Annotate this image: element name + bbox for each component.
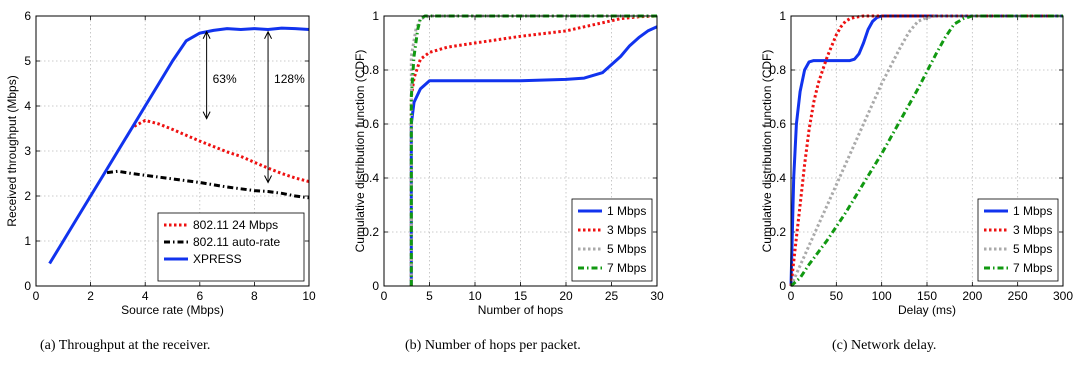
y-axis-label: Cumulative distribution function (CDF) (760, 50, 774, 253)
x-tick-label: 25 (605, 289, 619, 303)
legend-label-3: XPRESS (193, 252, 242, 266)
series-line-1 (789, 14, 1063, 287)
y-tick-label: 0 (372, 279, 379, 293)
arrowhead-up (202, 30, 211, 39)
x-tick-label: 200 (962, 289, 982, 303)
legend-label-3: 5 Mbps (1013, 242, 1052, 256)
x-tick-label: 20 (559, 289, 573, 303)
x-tick-label: 0 (33, 289, 40, 303)
x-tick-label: 5 (426, 289, 433, 303)
y-tick-label: 0.8 (362, 63, 379, 77)
x-tick-label: 250 (1008, 289, 1028, 303)
legend-label-4: 7 Mbps (1013, 261, 1052, 275)
x-tick-label: 4 (142, 289, 149, 303)
y-tick-label: 0.6 (362, 117, 379, 131)
series-line-1 (133, 118, 310, 184)
x-tick-label: 150 (917, 289, 937, 303)
legend-label-1: 1 Mbps (607, 204, 646, 218)
axes-frame (790, 15, 1064, 287)
x-tick-label: 8 (251, 289, 258, 303)
series-line-2 (106, 169, 310, 200)
series-line-3 (789, 14, 1063, 287)
series-line-2 (409, 14, 658, 286)
panel-b-hops: 0 5 10 15 20 25 30 0 0.2 0.4 0.6 0.8 1 Number of hops… (353, 9, 664, 317)
legend-label-2: 3 Mbps (1013, 223, 1052, 237)
annotation-label: 63% (213, 72, 237, 86)
y-tick-label: 0.4 (769, 171, 786, 185)
x-axis-label: Source rate (Mbps) (121, 303, 224, 317)
y-tick-label: 0 (779, 279, 786, 293)
legend-box (157, 212, 305, 282)
x-axis-label: Number of hops (478, 303, 563, 317)
x-tick-label: 6 (196, 289, 203, 303)
legend-label-1: 1 Mbps (1013, 204, 1052, 218)
y-tick-label: 1 (372, 9, 379, 23)
arrowhead-up (264, 30, 272, 39)
x-tick-label: 100 (872, 289, 892, 303)
x-tick-label: 30 (650, 289, 664, 303)
x-tick-label: 10 (468, 289, 482, 303)
y-tick-label: 6 (24, 9, 31, 23)
x-tick-label: 10 (302, 289, 316, 303)
legend-label-1: 802.11 24 Mbps (193, 218, 278, 232)
series-line-3 (48, 26, 310, 265)
y-tick-label: 0.6 (769, 117, 786, 131)
annotation-label: 128% (274, 72, 305, 86)
legend-label-2: 802.11 auto-rate (193, 235, 281, 249)
x-tick-label: 2 (87, 289, 94, 303)
panel-c-delay: 0 50 100 150 200 250 300 0 0.2 0.4 0.6 0.8 1 Delay (m… (760, 9, 1073, 317)
legend-box (571, 198, 653, 282)
arrowhead-down (264, 175, 272, 184)
y-tick-label: 5 (24, 54, 31, 68)
y-tick-label: 0.2 (362, 225, 379, 239)
caption-a: (a) Throughput at the receiver. (40, 338, 211, 353)
legend-label-3: 5 Mbps (607, 242, 646, 256)
y-tick-label: 0.4 (362, 171, 379, 185)
axes-frame (35, 15, 310, 287)
y-tick-label: 0.2 (769, 225, 786, 239)
series-line-2 (789, 14, 1063, 287)
x-tick-label: 0 (788, 289, 795, 303)
y-tick-label: 0 (24, 279, 31, 293)
axes-frame (383, 15, 658, 287)
x-tick-label: 0 (381, 289, 388, 303)
y-tick-label: 1 (24, 234, 31, 248)
x-tick-label: 300 (1053, 289, 1073, 303)
arrowhead-down (202, 111, 211, 120)
caption-b: (b) Number of hops per packet. (405, 338, 581, 353)
legend-box (977, 198, 1059, 282)
x-tick-label: 15 (514, 289, 528, 303)
y-tick-label: 2 (24, 189, 31, 203)
legend-label-2: 3 Mbps (607, 223, 646, 237)
caption-c: (c) Network delay. (832, 338, 937, 353)
y-tick-label: 4 (24, 99, 31, 113)
y-tick-label: 0.8 (769, 63, 786, 77)
panel-a-throughput: 0 2 4 6 8 10 0 1 2 3 4 5 6 63% 128% Source rate (Mbps) R… (5, 9, 316, 317)
series-line-1 (409, 25, 658, 286)
y-tick-label: 3 (24, 144, 31, 158)
y-axis-label: Received throughput (Mbps) (5, 75, 19, 226)
x-axis-label: Delay (ms) (898, 303, 956, 317)
y-tick-label: 1 (779, 9, 786, 23)
x-tick-label: 50 (830, 289, 844, 303)
legend-label-4: 7 Mbps (607, 261, 646, 275)
y-axis-label: Cumulative distribution function (CDF) (353, 50, 367, 253)
